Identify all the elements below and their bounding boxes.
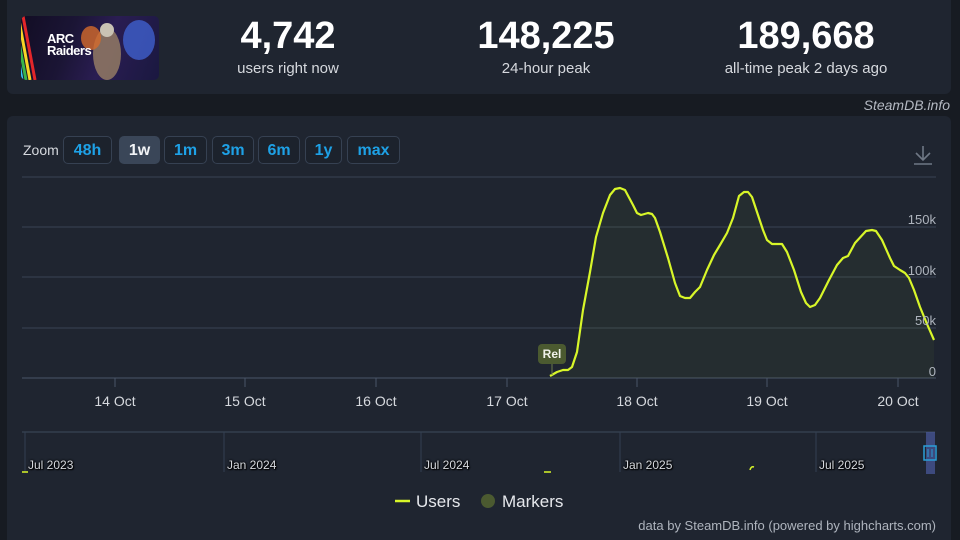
navigator-handle-icon [923,445,937,461]
all-time-peak-value: 189,668 [737,15,875,57]
x-tick-17-oct: 17 Oct [486,393,528,409]
navigator-label-jan-2025: Jan 2025 [623,458,673,472]
navigator-selection-range [926,432,935,474]
chart-credits-link[interactable]: data by SteamDB.info (powered by highcha… [638,518,936,533]
x-tick-14-oct: 14 Oct [94,393,136,409]
game-capsule-image[interactable]: ARC Raiders [21,16,159,80]
current-users-value: 4,742 [240,15,336,57]
users-series-line [549,186,936,377]
x-tick-15-oct: 15 Oct [224,393,266,409]
x-tick-16-oct: 16 Oct [355,393,397,409]
stat-24h-peak: 148,225 24-hour peak [458,14,634,78]
legend-item-markers[interactable]: Markers [502,492,564,511]
stat-all-time-peak: 189,668 all-time peak 2 days ago [706,14,906,78]
y-tick-150k: 150k [907,212,936,227]
24h-peak-value: 148,225 [477,15,615,57]
24h-peak-label: 24-hour peak [501,60,591,77]
navigator-label-jul-2023: Jul 2023 [28,458,74,472]
zoom-1w-button[interactable]: 1w [119,136,160,164]
navigator[interactable] [22,431,937,474]
release-marker-flag[interactable]: Rel [538,344,566,364]
y-tick-100k: 100k [907,263,936,278]
zoom-1y-button[interactable]: 1y [305,136,342,164]
stat-current-users: 4,742 users right now [218,14,358,78]
game-logo-text: ARC Raiders [47,31,92,58]
zoom-1m-button[interactable]: 1m [164,136,207,164]
legend-item-users[interactable]: Users [416,492,461,511]
zoom-max-button[interactable]: max [347,136,400,164]
y-tick-0: 0 [928,364,936,379]
zoom-6m-button[interactable]: 6m [258,136,300,164]
steamdb-brand-link[interactable]: SteamDB.info [863,97,950,113]
all-time-peak-label: all-time peak 2 days ago [724,60,888,77]
x-tick-19-oct: 19 Oct [746,393,788,409]
current-users-label: users right now [237,60,339,77]
rainbow-stripes-icon [21,16,155,80]
markers-legend-circle-icon [481,494,495,508]
download-icon[interactable] [910,143,936,167]
x-axis-ticks [114,378,899,387]
zoom-label: Zoom [23,142,59,158]
zoom-48h-button[interactable]: 48h [63,136,112,164]
navigator-label-jan-2024: Jan 2024 [227,458,277,472]
users-series-area [550,188,934,378]
x-tick-18-oct: 18 Oct [616,393,658,409]
navigator-label-jul-2025: Jul 2025 [819,458,865,472]
header-stats-card [7,0,951,94]
x-tick-20-oct: 20 Oct [877,393,919,409]
y-tick-50k: 50k [915,313,936,328]
zoom-3m-button[interactable]: 3m [212,136,254,164]
navigator-label-jul-2024: Jul 2024 [424,458,470,472]
gridlines [22,176,936,329]
